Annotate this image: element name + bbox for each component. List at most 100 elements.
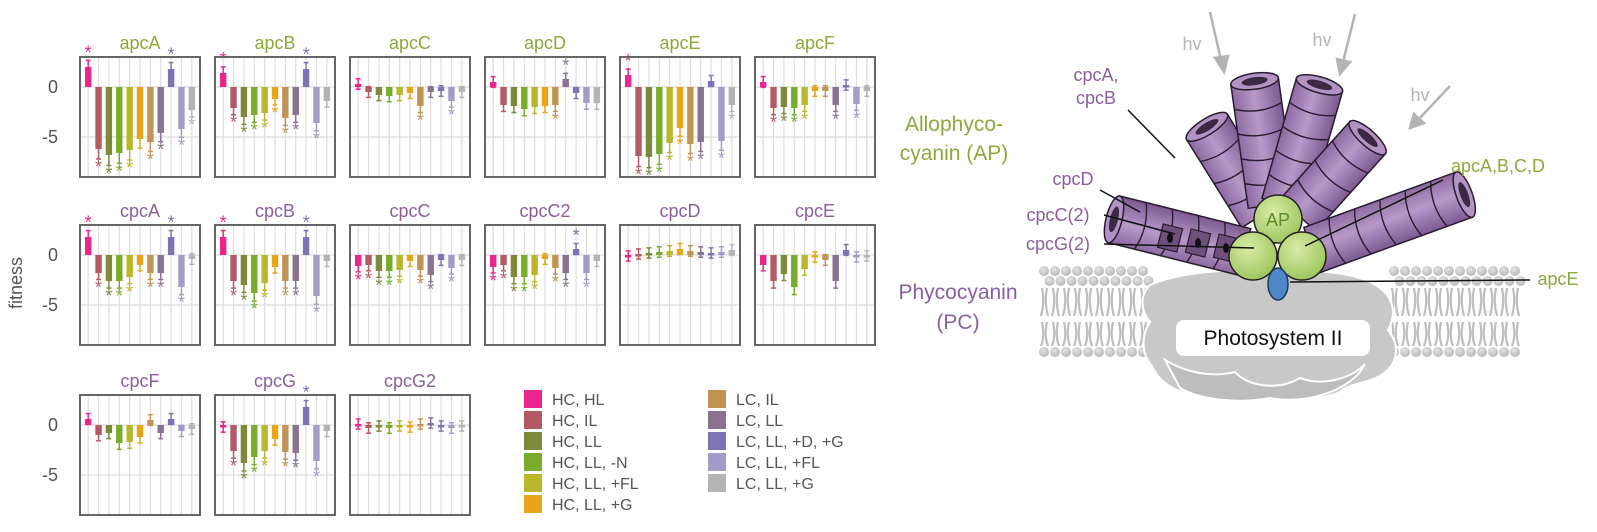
significance-star: * — [728, 109, 735, 129]
lipid-head — [1110, 276, 1121, 286]
significance-star: * — [282, 286, 289, 306]
lipid-tail — [1510, 321, 1521, 347]
rod-disc — [1289, 101, 1336, 117]
legend-item: LC, IL — [708, 390, 779, 409]
bar — [230, 255, 237, 281]
panel-title: apcE — [659, 33, 700, 53]
y-tick-label: 0 — [48, 415, 58, 435]
panel-frame — [754, 224, 876, 346]
significance-star: * — [147, 149, 154, 169]
bar — [240, 425, 248, 463]
significance-star: * — [271, 103, 278, 123]
hv-label-3: hv — [1410, 85, 1429, 105]
significance-star: * — [116, 161, 123, 181]
significance-star: * — [261, 456, 268, 476]
panel-frame — [349, 224, 471, 346]
lipid-head — [1477, 266, 1487, 276]
panel-title: apcC — [389, 33, 431, 53]
lipid-tail — [1039, 287, 1050, 317]
legend-item: LC, LL, +D, +G — [708, 432, 844, 451]
panel-frame — [619, 56, 741, 178]
significance-star: * — [386, 275, 393, 295]
panel-cpcC2: * ** * * * ***cpcC2 — [484, 201, 606, 346]
bar — [375, 255, 383, 271]
bar — [645, 87, 653, 157]
lipid-tail — [1105, 287, 1116, 317]
bar — [167, 237, 175, 255]
lipid-head — [1072, 266, 1082, 276]
ap-core-left — [1228, 231, 1278, 281]
lipid-head — [1039, 266, 1049, 276]
significance-star: * — [313, 467, 320, 487]
legend-label: HC, LL — [552, 434, 602, 451]
lipid-head — [1433, 347, 1443, 357]
svg-text:(PC): (PC) — [936, 311, 979, 334]
ps2-label: Photosystem II — [1204, 327, 1343, 350]
legend-swatch — [524, 453, 542, 471]
panel-frame — [349, 56, 471, 178]
lipid-tail — [1400, 321, 1411, 347]
bar — [302, 69, 310, 87]
bar — [832, 87, 839, 105]
y-tick-label: -5 — [42, 465, 58, 485]
photosystem-ii-lobe — [1162, 357, 1366, 402]
significance-star: * — [220, 49, 227, 69]
lipid-head — [1466, 266, 1476, 276]
bar — [157, 87, 164, 133]
rod-disc — [1404, 190, 1423, 237]
rod-hole — [1241, 76, 1268, 86]
lipid-head — [1515, 276, 1526, 286]
rod-right — [1302, 171, 1477, 274]
lipid-tail — [1499, 321, 1510, 347]
panel-cpcD: cpcD — [619, 201, 741, 346]
bar — [240, 255, 248, 285]
significance-star: * — [676, 134, 683, 154]
lipid-head — [1055, 276, 1066, 286]
lipid-head — [1094, 266, 1104, 276]
significance-star: * — [292, 120, 299, 140]
ap-core-top — [1253, 194, 1303, 244]
panel-apcC: * * apcC — [349, 33, 471, 178]
significance-star: * — [292, 286, 299, 306]
legend-label: LC, LL, +D, +G — [736, 434, 844, 451]
bar — [510, 87, 518, 106]
rod-disc — [1282, 125, 1329, 141]
panel-cpcG2: cpcG2 — [349, 371, 471, 516]
panel-apcD: **apcD — [484, 33, 606, 178]
y-axis-label: fitness — [6, 257, 26, 309]
panel-title: cpcF — [120, 371, 159, 391]
significance-star: * — [282, 457, 289, 477]
legend-item: HC, LL — [524, 432, 602, 451]
bar — [832, 255, 839, 281]
significance-star: * — [417, 111, 424, 131]
leader-cpcAB — [1127, 109, 1176, 159]
significance-star: * — [230, 113, 237, 133]
significance-star: * — [656, 162, 663, 182]
lipid-head — [1066, 276, 1077, 286]
significance-star: * — [105, 286, 112, 306]
significance-star: * — [261, 288, 268, 308]
bar — [84, 237, 92, 255]
bar — [188, 87, 196, 110]
legend-swatch — [524, 474, 542, 492]
bar — [261, 87, 268, 113]
significance-star: * — [147, 277, 154, 297]
lipid-head — [1138, 266, 1148, 276]
bar — [770, 255, 777, 281]
lipid-head — [1061, 266, 1071, 276]
bar — [95, 87, 102, 149]
lipid-tail — [1400, 287, 1411, 317]
y-tick-label: 0 — [48, 77, 58, 97]
rod-hole — [1357, 128, 1378, 148]
significance-star: * — [552, 109, 559, 129]
panel-frame — [214, 56, 336, 178]
bar — [718, 87, 725, 141]
significance-star: * — [791, 113, 798, 133]
significance-star: * — [220, 213, 227, 233]
lipid-tail — [1116, 287, 1127, 317]
panel-title: cpcG — [254, 371, 296, 391]
bar — [770, 87, 777, 108]
svg-text:Phycocyanin: Phycocyanin — [898, 281, 1017, 304]
significance-star: * — [718, 148, 725, 168]
significance-star: * — [666, 150, 673, 170]
